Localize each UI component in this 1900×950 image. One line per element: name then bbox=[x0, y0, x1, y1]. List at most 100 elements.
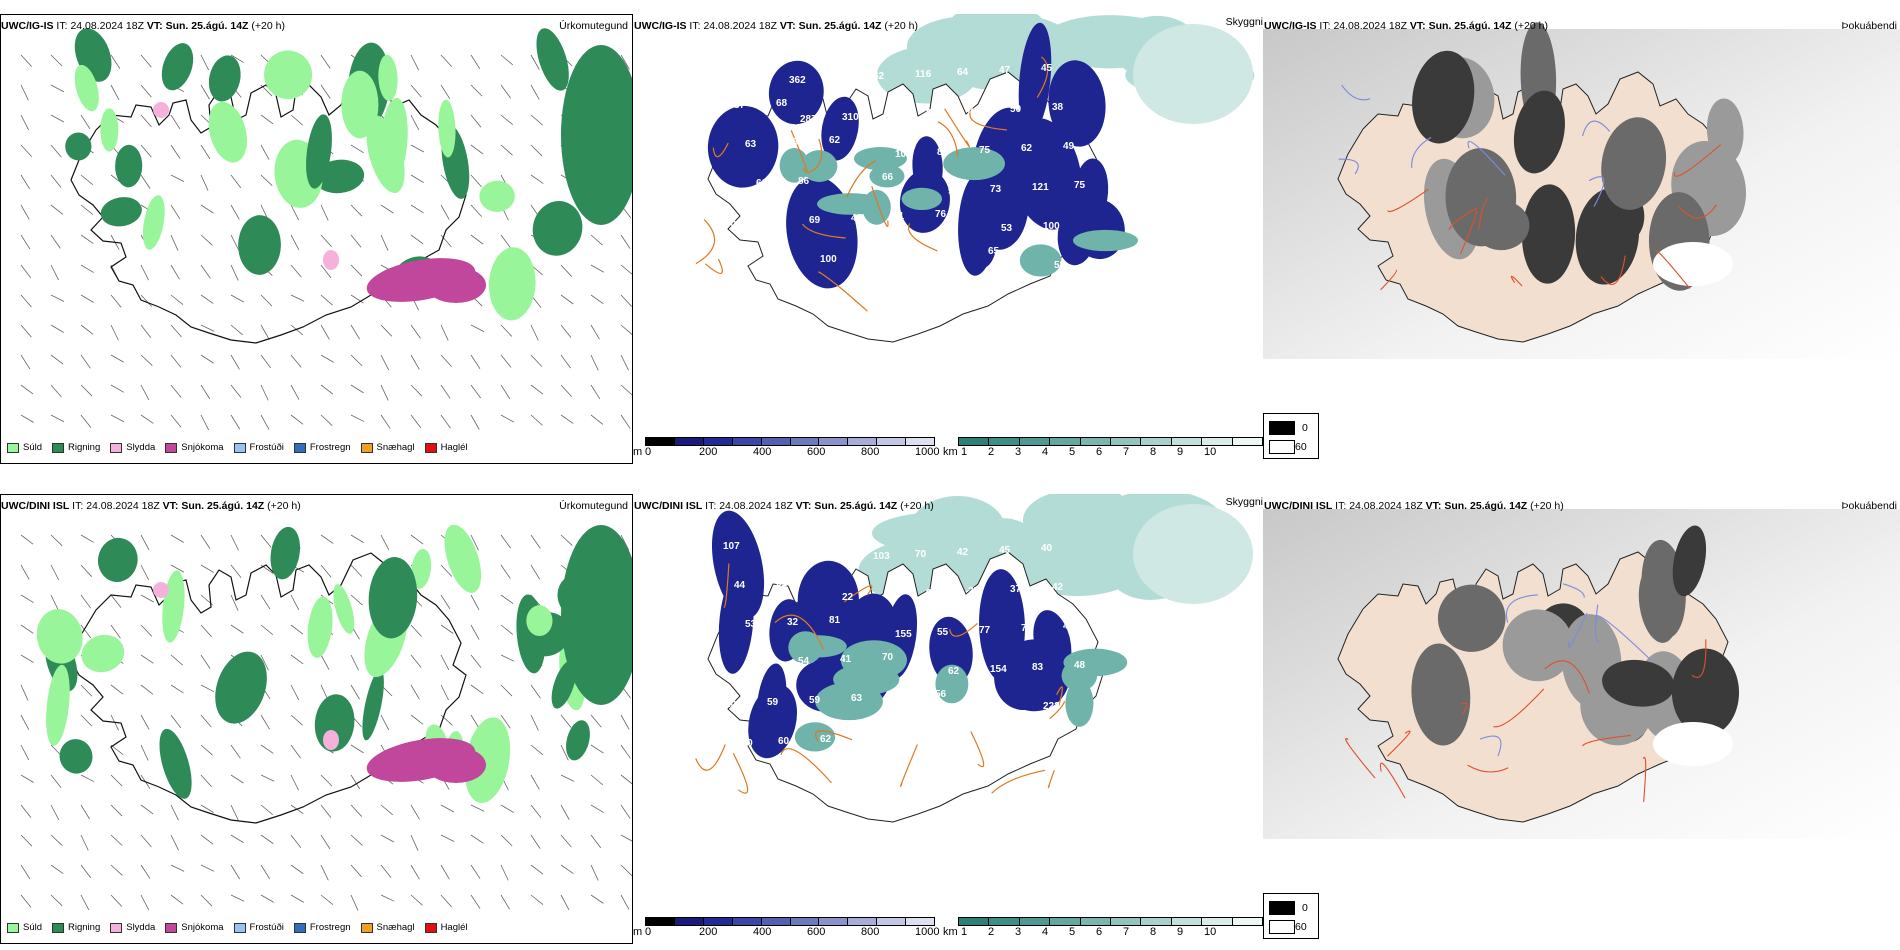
cloud-base-value: 37 bbox=[1010, 584, 1022, 595]
wind-barb bbox=[50, 174, 62, 188]
wind-barb bbox=[530, 324, 539, 341]
cloud-base-value: 42 bbox=[957, 547, 969, 558]
visibility-colorbar-bottom bbox=[958, 917, 1263, 926]
wind-barb bbox=[530, 84, 540, 100]
wind-barb bbox=[230, 264, 239, 281]
colorbar-tick-label: 1000 bbox=[915, 926, 940, 938]
wind-barb bbox=[320, 534, 334, 544]
wind-barb bbox=[200, 864, 215, 872]
wind-barb bbox=[470, 654, 482, 668]
low-cloud-base-area bbox=[768, 60, 824, 125]
wind-barb bbox=[110, 54, 121, 70]
wind-barb bbox=[140, 744, 149, 761]
wind-barb bbox=[470, 144, 484, 155]
wind-barb bbox=[620, 54, 630, 70]
fog-area bbox=[1638, 565, 1678, 643]
wind-barb bbox=[140, 654, 154, 664]
snow-area bbox=[426, 267, 486, 303]
wind-barb bbox=[620, 864, 632, 877]
wind-barb bbox=[410, 714, 424, 725]
low-visibility-area bbox=[1133, 24, 1253, 124]
wind-barb bbox=[260, 774, 275, 782]
wind-barb bbox=[410, 234, 424, 245]
wind-barb bbox=[170, 414, 182, 428]
road-line bbox=[1478, 198, 1489, 230]
cloud-base-value: 77 bbox=[979, 625, 991, 636]
rain-area bbox=[444, 524, 482, 593]
wind-barb bbox=[470, 804, 485, 812]
rain-area bbox=[368, 557, 418, 639]
wind-barb bbox=[470, 834, 484, 844]
cloud-base-value: 53 bbox=[745, 619, 757, 630]
colorbar-tick-label: 800 bbox=[861, 926, 880, 938]
wind-barb bbox=[80, 594, 91, 609]
wind-barb bbox=[500, 654, 515, 662]
cloud-base-value: 86 bbox=[798, 176, 810, 187]
legend-label: Rigning bbox=[68, 442, 101, 453]
wind-barb bbox=[230, 204, 240, 220]
visibility-area bbox=[869, 164, 905, 188]
wind-barb bbox=[500, 534, 511, 549]
colorbar-cell bbox=[1202, 918, 1233, 925]
legend-label: Snjókoma bbox=[181, 922, 224, 933]
fog-area bbox=[1472, 200, 1530, 251]
wind-barb bbox=[620, 804, 631, 819]
colorbar-tick-label: 0 bbox=[645, 446, 652, 458]
wind-barb bbox=[110, 744, 124, 755]
wind-barb bbox=[20, 864, 31, 880]
legend-item: Snæhagl bbox=[360, 442, 415, 453]
wind-barb bbox=[170, 174, 185, 183]
legend-item: Haglél bbox=[424, 442, 468, 453]
visibility-area bbox=[1072, 229, 1138, 252]
wind-barb bbox=[230, 384, 242, 398]
cloud-base-value: 310 bbox=[842, 112, 859, 123]
wind-barb bbox=[140, 144, 152, 158]
wind-barb bbox=[20, 804, 32, 818]
colorbar-cell bbox=[703, 918, 733, 925]
fog-panel-bottom bbox=[1263, 494, 1900, 944]
wind-barb bbox=[560, 534, 573, 546]
legend-label: Frostregn bbox=[309, 442, 351, 453]
wind-barb bbox=[170, 354, 182, 368]
wind-barb bbox=[290, 354, 302, 368]
wind-barb bbox=[320, 84, 331, 99]
cloud-base-value: 46 bbox=[968, 106, 980, 117]
wind-barb bbox=[200, 384, 211, 400]
wind-barb bbox=[290, 384, 300, 400]
wind-barb bbox=[20, 204, 30, 220]
wind-barb bbox=[290, 324, 304, 336]
cloud-base-value: 59 bbox=[767, 697, 779, 708]
wind-barb bbox=[500, 624, 514, 635]
wind-barb bbox=[350, 384, 364, 394]
road-line bbox=[712, 142, 729, 158]
wind-barb bbox=[380, 834, 395, 843]
wind-barb bbox=[440, 354, 452, 367]
wind-barb bbox=[230, 354, 240, 370]
cloud-base-value: 44 bbox=[734, 580, 746, 591]
wind-barb bbox=[80, 684, 93, 697]
wind-barb bbox=[500, 354, 512, 368]
wind-barb bbox=[110, 324, 119, 341]
wind-barb bbox=[50, 294, 65, 302]
cloud-base-value: 17 bbox=[736, 258, 748, 269]
legend-item: Súld bbox=[7, 442, 42, 453]
wind-barb bbox=[620, 834, 632, 842]
wind-barb bbox=[20, 774, 34, 783]
cloud-base-colorbar-top bbox=[645, 437, 935, 446]
wind-barb bbox=[140, 384, 150, 401]
visibility-area bbox=[1019, 244, 1062, 277]
wind-barb bbox=[50, 834, 63, 846]
wind-barb bbox=[320, 894, 334, 905]
road-line bbox=[1341, 84, 1371, 101]
legend-item: Frostúði bbox=[233, 922, 284, 933]
wind-barb bbox=[530, 684, 541, 699]
road-line bbox=[1459, 210, 1478, 255]
run-header-cloud-bottom: UWC/DINI ISL IT: 24.08.2024 18Z VT: Sun.… bbox=[634, 500, 934, 512]
wind-barb bbox=[200, 234, 213, 246]
wind-barb bbox=[290, 264, 302, 278]
wind-barb bbox=[110, 804, 123, 817]
wind-barb bbox=[590, 354, 599, 371]
wind-barb bbox=[320, 654, 330, 670]
wind-barb bbox=[110, 354, 125, 363]
wind-barb bbox=[350, 294, 364, 304]
